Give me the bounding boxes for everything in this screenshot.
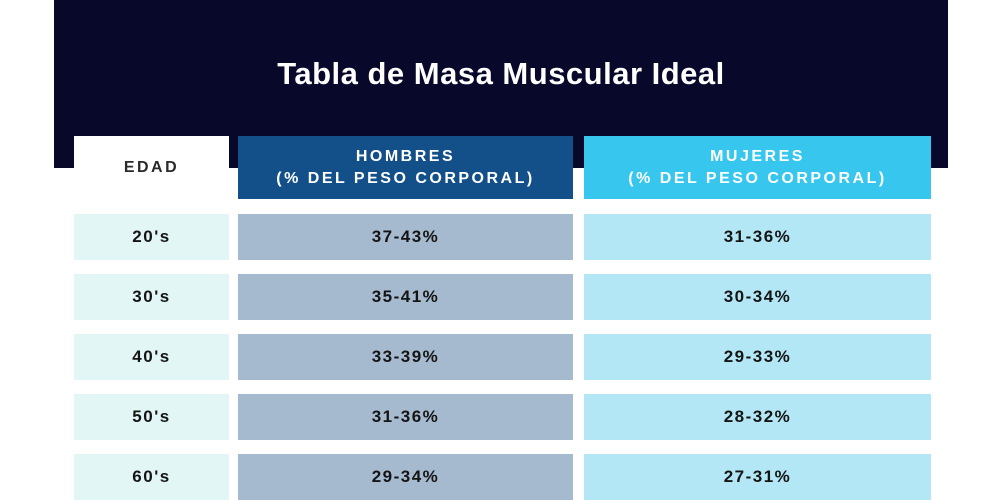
column-header-mujeres-title: MUJERES [710,147,805,165]
edad-cell: 30's [74,274,229,320]
mujeres-cell: 27-31% [584,454,931,500]
edad-cell: 50's [74,394,229,440]
mujeres-cell: 28-32% [584,394,931,440]
mujeres-cell: 31-36% [584,214,931,260]
column-header-edad: EDAD [74,136,229,199]
hombres-cell: 29-34% [238,454,573,500]
column-header-hombres-title: HOMBRES [355,147,456,165]
hombres-cell: 37-43% [238,214,573,260]
edad-cell: 60's [74,454,229,500]
column-header-hombres-subtitle: (% DEL PESO CORPORAL) [276,169,535,187]
hombres-cell: 31-36% [238,394,573,440]
column-header-mujeres-subtitle: (% DEL PESO CORPORAL) [628,169,887,187]
mujeres-cell: 29-33% [584,334,931,380]
column-header-hombres: HOMBRES (% DEL PESO CORPORAL) [238,136,573,199]
edad-cell: 20's [74,214,229,260]
column-header-mujeres: MUJERES (% DEL PESO CORPORAL) [584,136,931,199]
column-header-edad-label: EDAD [123,158,180,176]
page-title: Tabla de Masa Muscular Ideal [277,56,725,91]
hombres-cell: 35-41% [238,274,573,320]
hombres-cell: 33-39% [238,334,573,380]
edad-cell: 40's [74,334,229,380]
mujeres-cell: 30-34% [584,274,931,320]
